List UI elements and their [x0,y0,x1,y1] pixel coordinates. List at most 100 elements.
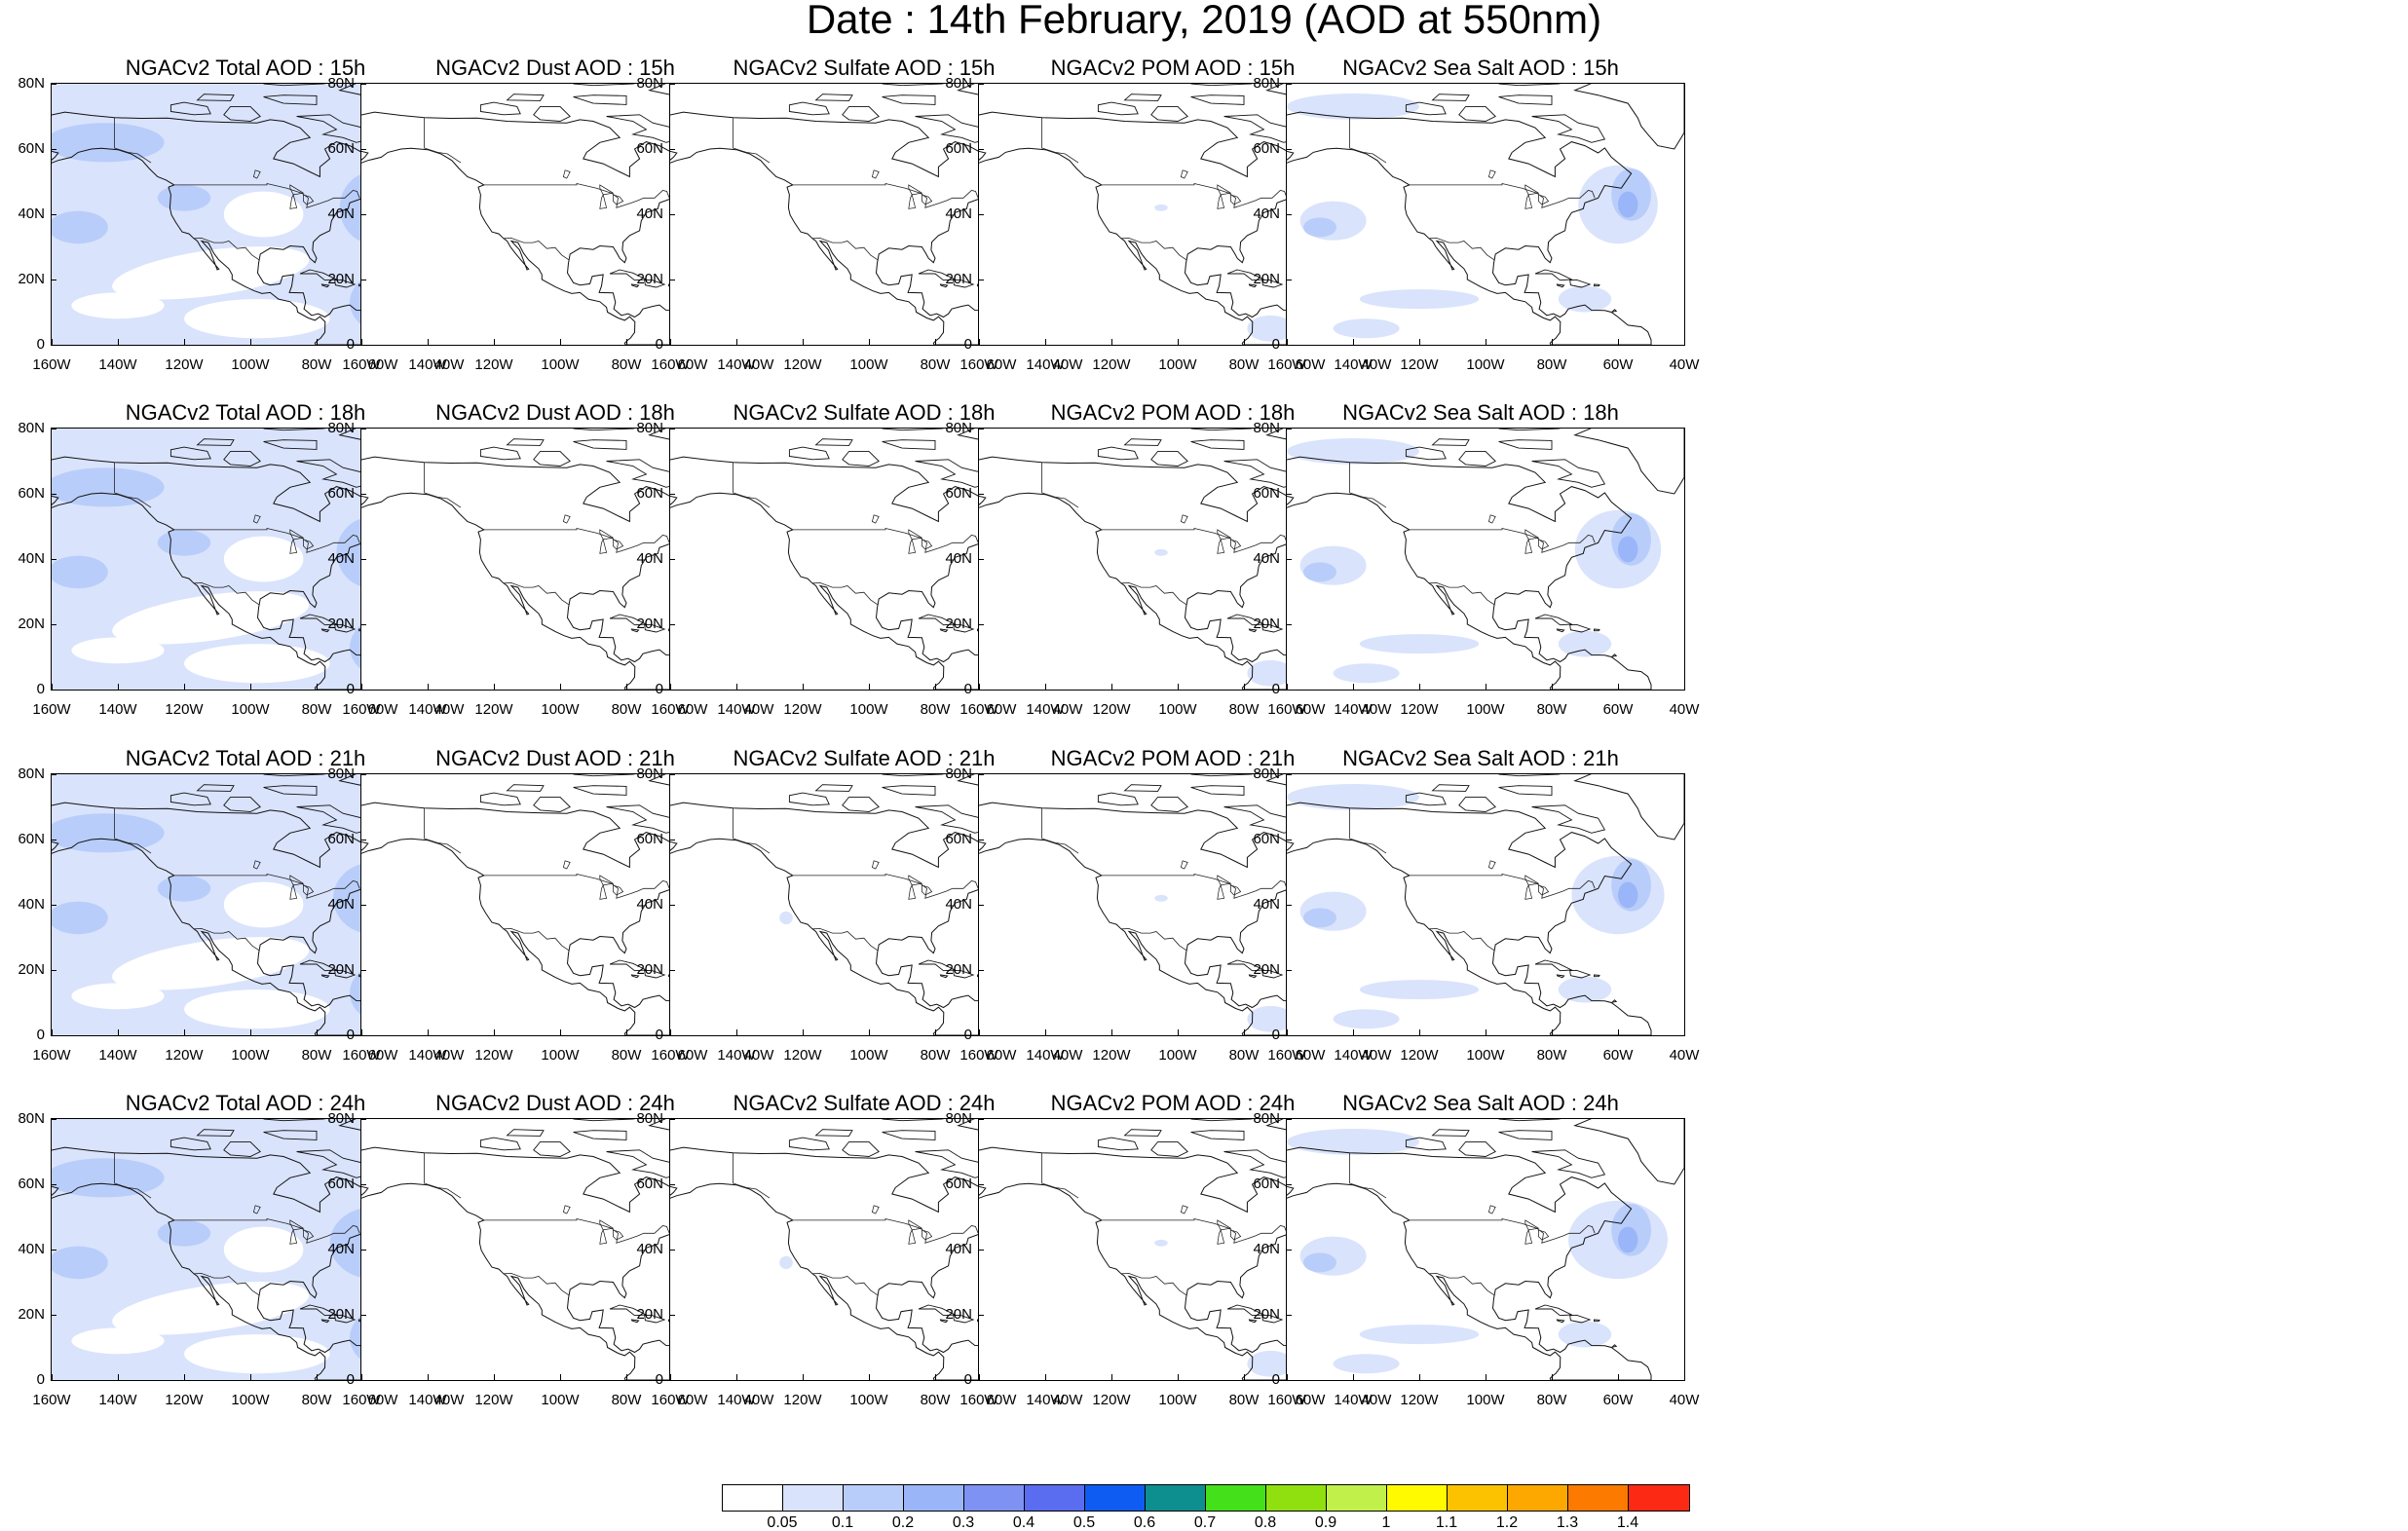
lat-tick-mark [51,970,56,971]
lat-tick-label: 60N [1253,831,1280,847]
lat-tick-mark [360,345,366,346]
lat-tick-mark [360,1315,366,1316]
lat-tick-label: 0 [1271,1371,1280,1388]
lat-tick-mark [978,905,984,906]
lat-tick-mark [669,1380,675,1381]
colorbar-tick-label: 0.1 [831,1514,854,1531]
lon-tick-label: 40W [1052,1047,1083,1064]
panel-title: NGACv2 Sulfate AOD : 24h [733,1091,996,1115]
lon-tick-mark [317,684,318,690]
lon-tick-label: 120W [165,1047,204,1064]
lon-tick-label: 140W [1026,1392,1065,1408]
lat-tick-mark [360,774,366,775]
lon-tick-mark [1111,1374,1112,1380]
lat-tick-label: 20N [636,271,663,287]
lat-tick-label: 0 [655,336,663,353]
lon-tick-label: 160W [342,356,381,373]
lon-tick-label: 60W [1295,1392,1326,1408]
lon-tick-label: 80W [1536,701,1567,718]
lat-tick-mark [360,1250,366,1251]
lat-tick-label: 40N [18,1241,45,1257]
lat-tick-mark [669,1315,675,1316]
lat-tick-label: 80N [945,1110,972,1127]
lon-tick-mark [670,1374,671,1380]
lon-tick-mark [1287,339,1288,345]
lon-tick-mark [361,684,362,690]
lat-tick-label: 40N [636,550,663,567]
lat-tick-label: 60N [327,485,355,502]
lon-tick-mark [626,339,627,345]
lon-tick-mark [736,1029,737,1035]
lat-tick-label: 20N [945,616,972,632]
lat-tick-label: 80N [1253,75,1280,92]
lat-tick-mark [1286,690,1292,691]
lon-tick-mark [250,684,251,690]
lon-tick-label: 120W [1400,701,1439,718]
lat-tick-mark [669,559,675,560]
lat-tick-mark [51,1315,56,1316]
lon-tick-label: 100W [231,1392,270,1408]
lat-tick-label: 40N [945,1241,972,1257]
lon-tick-label: 140W [1026,1047,1065,1064]
lat-tick-label: 60N [1253,485,1280,502]
lon-tick-mark [670,1029,671,1035]
colorbar-swatch [783,1485,844,1511]
lat-tick-mark [51,1250,56,1251]
lon-tick-mark [736,1374,737,1380]
lon-tick-mark [670,339,671,345]
lat-tick-label: 80N [18,75,45,92]
lon-tick-mark [935,339,936,345]
lon-tick-mark [494,1029,495,1035]
lat-tick-label: 20N [18,1306,45,1323]
lon-tick-mark [736,339,737,345]
lon-tick-label: 80W [611,1047,642,1064]
lat-tick-mark [51,1035,56,1036]
lon-tick-label: 100W [231,701,270,718]
colorbar-tick-label: 0.05 [767,1514,798,1531]
lon-tick-label: 160W [1267,1047,1306,1064]
lat-tick-label: 20N [327,616,355,632]
lat-tick-label: 0 [346,336,355,353]
lat-tick-mark [1286,559,1292,560]
lat-tick-label: 0 [36,1371,45,1388]
panel-title: NGACv2 Dust AOD : 21h [435,746,675,770]
panel-title: NGACv2 Sea Salt AOD : 24h [1342,1091,1619,1115]
lon-tick-mark [1618,684,1619,690]
panel-title: NGACv2 Sulfate AOD : 18h [733,400,996,425]
lon-tick-label: 160W [32,1392,71,1408]
lon-tick-mark [869,684,870,690]
colorbar-tick-label: 1.3 [1556,1514,1579,1531]
lat-tick-label: 60N [1253,1176,1280,1192]
lon-tick-mark [1178,1374,1179,1380]
lat-tick-label: 20N [1253,1306,1280,1323]
lon-tick-label: 60W [677,356,708,373]
lon-tick-label: 140W [98,1047,137,1064]
lat-tick-label: 0 [346,1371,355,1388]
lat-tick-label: 80N [945,420,972,436]
lat-tick-mark [51,149,56,150]
lat-tick-mark [978,149,984,150]
lat-tick-label: 0 [36,336,45,353]
lon-tick-label: 60W [1295,356,1326,373]
lon-tick-label: 140W [1334,356,1373,373]
lon-tick-label: 120W [1400,1047,1439,1064]
panel-title: NGACv2 Dust AOD : 18h [435,400,675,425]
lat-tick-label: 40N [327,205,355,222]
lon-tick-label: 80W [920,701,951,718]
lat-tick-mark [1286,970,1292,971]
colorbar-swatch [1085,1485,1146,1511]
lat-tick-label: 80N [945,766,972,782]
lon-tick-mark [317,339,318,345]
lon-tick-label: 40W [1669,1392,1700,1408]
lon-tick-label: 100W [541,701,580,718]
lon-tick-mark [1045,339,1046,345]
lon-tick-mark [935,1374,936,1380]
lat-tick-label: 80N [1253,1110,1280,1127]
lon-tick-label: 160W [342,1392,381,1408]
lon-tick-mark [626,1029,627,1035]
colorbar [722,1484,1690,1512]
lon-tick-mark [1419,684,1420,690]
lon-tick-label: 60W [1295,1047,1326,1064]
lon-tick-mark [1287,1029,1288,1035]
lon-tick-label: 80W [301,1392,332,1408]
